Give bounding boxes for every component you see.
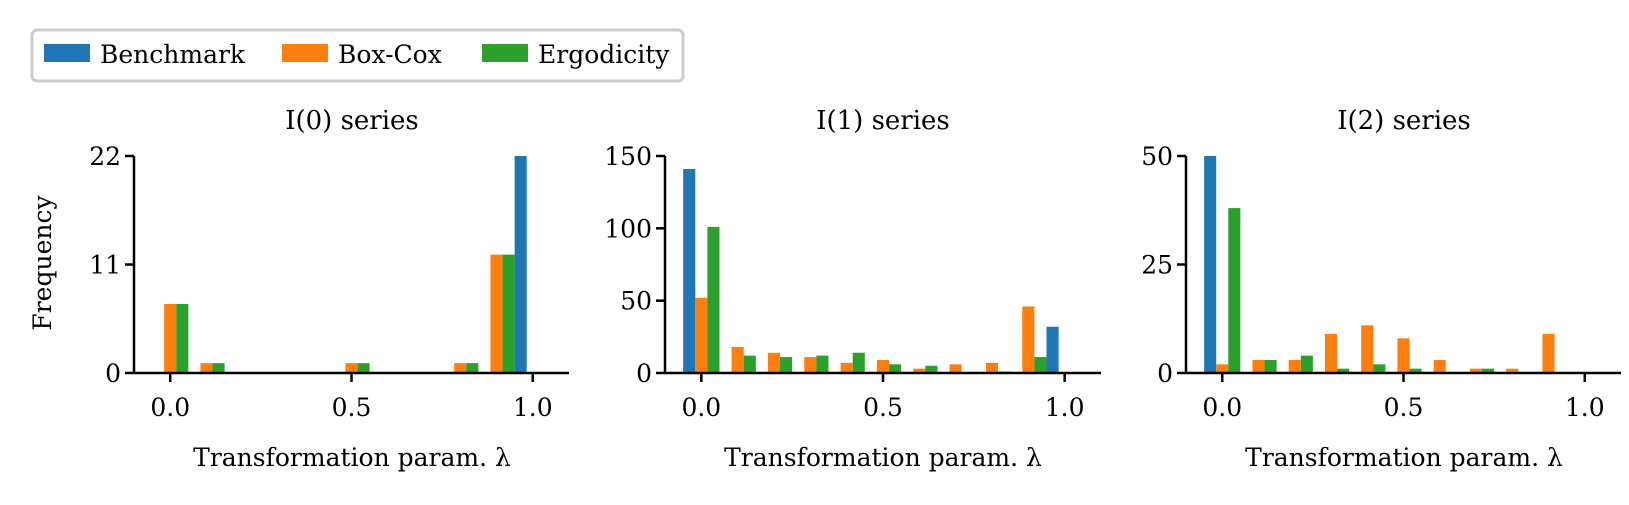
legend-label-box-cox: Box-Cox <box>338 40 442 69</box>
y-tick-label: 0 <box>636 359 652 388</box>
bar-box-cox-0.3 <box>804 357 817 373</box>
bar-ergodicity-0.0 <box>707 226 720 373</box>
x-axis-label: Transformation param. λ <box>724 443 1042 472</box>
bar-box-cox-0.8 <box>1506 368 1519 373</box>
bar-box-cox-0.6 <box>913 368 926 373</box>
bar-ergodicity-0.1 <box>212 363 225 373</box>
legend-label-ergodicity: Ergodicity <box>538 40 670 69</box>
x-tick-label: 0.5 <box>1384 393 1424 422</box>
bar-ergodicity-0.5 <box>357 363 370 373</box>
bar-ergodicity-0.3 <box>816 355 829 373</box>
x-axis-label: Transformation param. λ <box>1245 443 1563 472</box>
y-tick-label: 150 <box>604 142 652 171</box>
bar-box-cox-0.7 <box>949 364 962 373</box>
bar-ergodicity-0.5 <box>1409 368 1422 373</box>
x-ticks: 0.0 0.5 1.0 <box>1202 373 1605 422</box>
x-tick-label: 1.0 <box>513 393 553 422</box>
y-tick-label: 25 <box>1141 251 1173 280</box>
x-ticks: 0.0 0.5 1.0 <box>681 373 1085 422</box>
y-tick-label: 50 <box>620 287 652 316</box>
bar-box-cox-0.4 <box>1361 325 1374 373</box>
bar-ergodicity-0.9 <box>502 254 515 373</box>
bar-box-cox-0.0 <box>164 303 177 373</box>
y-ticks: 0 11 22 <box>89 142 134 388</box>
bar-box-cox-0.9 <box>490 254 503 373</box>
bar-ergodicity-0.0 <box>176 303 189 373</box>
subplot-title: I(0) series <box>285 106 419 136</box>
bars <box>164 156 527 373</box>
x-tick-label: 1.0 <box>1045 393 1085 422</box>
y-tick-label: 0 <box>105 359 121 388</box>
bar-ergodicity-0.3 <box>1337 368 1350 373</box>
y-tick-label: 0 <box>1157 359 1173 388</box>
bar-box-cox-0.1 <box>200 363 213 373</box>
subplot-title: I(1) series <box>816 106 950 136</box>
bar-ergodicity-0.1 <box>1264 359 1277 373</box>
bar-ergodicity-0.0 <box>1228 208 1241 373</box>
x-tick-label: 0.5 <box>332 393 372 422</box>
x-tick-label: 0.0 <box>150 393 190 422</box>
x-tick-label: 0.0 <box>1202 393 1242 422</box>
bar-box-cox-0.3 <box>1324 333 1338 373</box>
bar-box-cox-0.9 <box>1022 306 1035 373</box>
bar-ergodicity-0.5 <box>889 364 902 373</box>
x-tick-label: 0.0 <box>681 393 721 422</box>
bar-box-cox-0.5 <box>876 359 890 373</box>
bar-ergodicity-0.8 <box>466 363 479 373</box>
legend-frame <box>30 28 685 83</box>
bar-box-cox-0.0 <box>1216 364 1229 373</box>
subplot-i1: I(1) series 0 50 100 150 0.0 0.5 1.0 Transfor… <box>604 106 1101 472</box>
subplot-title: I(2) series <box>1337 106 1471 136</box>
x-axis-label: Transformation param. λ <box>193 443 511 472</box>
bar-benchmark-1.0 <box>514 156 527 373</box>
bar-ergodicity-0.9 <box>1034 357 1047 373</box>
bar-box-cox-0.5 <box>1397 338 1410 373</box>
subplot-i0: I(0) series Frequency 0 11 22 0.0 0.5 1.0 Tr… <box>28 106 569 472</box>
bar-box-cox-0.9 <box>1542 333 1555 373</box>
bar-box-cox-0.5 <box>345 363 358 373</box>
legend-label-benchmark: Benchmark <box>100 40 246 69</box>
bar-benchmark-1.0 <box>1046 326 1059 373</box>
x-tick-label: 1.0 <box>1565 393 1605 422</box>
bar-benchmark-0.0 <box>683 169 696 373</box>
y-ticks: 0 25 50 <box>1141 142 1186 388</box>
y-axis-label: Frequency <box>28 195 57 331</box>
legend-swatch-ergodicity <box>482 44 528 62</box>
bars <box>1204 156 1555 373</box>
bars <box>683 169 1059 373</box>
bar-ergodicity-0.6 <box>925 365 938 373</box>
y-tick-label: 22 <box>89 142 121 171</box>
x-tick-label: 0.5 <box>863 393 903 422</box>
bar-benchmark-0.0 <box>1204 156 1217 373</box>
legend: Benchmark Box-Cox Ergodicity <box>30 28 685 83</box>
bar-box-cox-0.2 <box>767 352 781 373</box>
bar-ergodicity-0.2 <box>780 357 793 373</box>
bar-box-cox-0.1 <box>1252 359 1265 373</box>
y-tick-label: 11 <box>89 251 121 280</box>
bar-ergodicity-0.1 <box>743 355 756 373</box>
bar-box-cox-0.2 <box>1288 359 1301 373</box>
bar-box-cox-0.7 <box>1469 368 1483 373</box>
y-tick-label: 50 <box>1141 142 1173 171</box>
x-ticks: 0.0 0.5 1.0 <box>150 373 553 422</box>
bar-box-cox-0.6 <box>1433 359 1446 373</box>
bar-box-cox-0.8 <box>454 363 467 373</box>
bar-ergodicity-0.7 <box>1482 368 1495 373</box>
bar-box-cox-0.4 <box>840 362 853 373</box>
bar-ergodicity-0.2 <box>1300 355 1313 373</box>
bar-ergodicity-0.4 <box>852 352 865 373</box>
bar-ergodicity-0.4 <box>1373 364 1386 373</box>
bar-box-cox-0.1 <box>731 346 744 373</box>
y-tick-label: 100 <box>604 214 652 243</box>
subplot-i2: I(2) series 0 25 50 0.0 0.5 1.0 Transformati… <box>1141 106 1621 472</box>
legend-swatch-benchmark <box>44 44 90 62</box>
y-ticks: 0 50 100 150 <box>604 142 665 388</box>
bar-box-cox-0.0 <box>695 297 708 373</box>
bar-box-cox-0.8 <box>985 362 999 373</box>
legend-swatch-box-cox <box>282 44 328 62</box>
